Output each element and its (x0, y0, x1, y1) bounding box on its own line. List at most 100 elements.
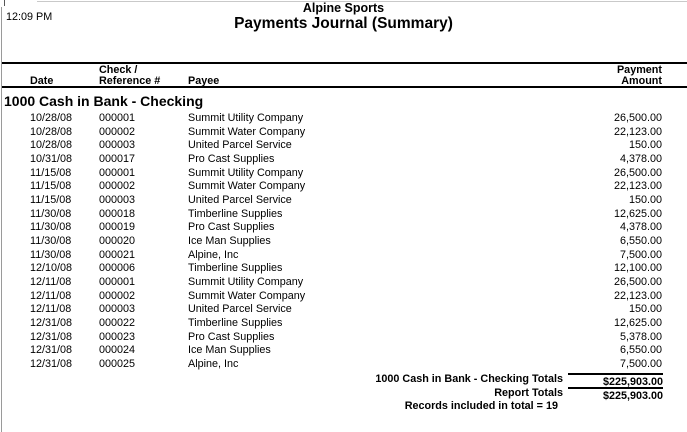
cell-date: 12/31/08 (30, 344, 73, 357)
journal-row: 10/28/08 000001 Summit Utility Company 26,5… (0, 112, 687, 126)
report-time: 12:09 PM (6, 11, 53, 23)
account-section-header: 1000 Cash in Bank - Checking (4, 93, 204, 109)
cell-reference: 000024 (99, 344, 136, 357)
cell-date: 11/30/08 (30, 221, 72, 234)
cell-payee: Ice Man Supplies (188, 344, 271, 357)
cell-amount: 7,500.00 (619, 358, 662, 371)
cell-payee: Summit Utility Company (188, 166, 304, 179)
cell-payee: Summit Water Company (188, 289, 306, 302)
cell-date: 11/30/08 (30, 207, 72, 220)
journal-row: 12/31/08 000025 Alpine, Inc 7,500.00 (0, 358, 687, 372)
cell-date: 12/31/08 (30, 358, 73, 371)
col-header-date-spacer (30, 65, 99, 76)
report-totals-amount: $225,903.00 (568, 386, 663, 402)
cell-reference: 000003 (99, 194, 136, 207)
cell-payee: Timberline Supplies (188, 207, 283, 220)
cell-amount: 12,625.00 (613, 317, 662, 330)
cell-date: 11/30/08 (30, 235, 72, 248)
cell-payee: Summit Water Company (188, 125, 306, 138)
journal-row: 12/10/08 000006 Timberline Supplies 12,100.… (0, 262, 687, 276)
cell-payee: Ice Man Supplies (188, 235, 271, 248)
report-totals-label: Report Totals (494, 386, 563, 399)
cell-amount: 22,123.00 (613, 289, 662, 302)
section-totals-row: 1000 Cash in Bank - Checking Totals $225… (2, 372, 663, 388)
cell-amount: 26,500.00 (613, 276, 662, 289)
cell-reference: 000023 (99, 330, 136, 343)
journal-row: 12/11/08 000003 United Parcel Service 150.0… (0, 303, 687, 317)
journal-row: 11/15/08 000002 Summit Water Company 22,123… (0, 180, 687, 194)
cell-reference: 000018 (99, 207, 136, 220)
column-header-line-2: Date Reference # Payee Amount (2, 74, 687, 87)
cell-reference: 000021 (99, 248, 136, 261)
journal-row: 11/30/08 000018 Timberline Supplies 12,625.… (0, 208, 687, 222)
cell-payee: Timberline Supplies (188, 262, 283, 275)
cell-reference: 000001 (99, 276, 136, 289)
cell-amount: 26,500.00 (613, 166, 662, 179)
col-header-payee-spacer (188, 65, 470, 76)
journal-row: 11/15/08 000001 Summit Utility Company 26,5… (0, 167, 687, 181)
cell-date: 11/15/08 (30, 194, 72, 207)
cell-reference: 000001 (99, 166, 136, 179)
col-header-date: Date (30, 74, 54, 87)
cell-reference: 000002 (99, 180, 136, 193)
journal-row: 12/11/08 000002 Summit Water Company 22,123… (0, 290, 687, 304)
section-totals-label: 1000 Cash in Bank - Checking Totals (375, 372, 563, 385)
col-header-payee: Payee (188, 74, 220, 87)
cell-date: 11/30/08 (30, 248, 72, 261)
cell-reference: 000003 (99, 139, 136, 152)
cell-payee: Summit Utility Company (188, 276, 304, 289)
cell-reference: 000006 (99, 262, 136, 275)
cell-date: 10/28/08 (30, 139, 73, 152)
cell-payee: Pro Cast Supplies (188, 153, 275, 166)
cell-amount: 6,550.00 (619, 235, 662, 248)
column-header-band: Check / Payment Date Reference # Payee A… (2, 62, 687, 88)
journal-row: 11/30/08 000021 Alpine, Inc 7,500.00 (0, 249, 687, 263)
cell-date: 10/31/08 (30, 153, 73, 166)
cell-date: 12/11/08 (30, 289, 72, 302)
cell-amount: 12,625.00 (613, 207, 662, 220)
cell-amount: 26,500.00 (613, 112, 662, 124)
cell-amount: 4,378.00 (619, 221, 662, 234)
cell-date: 12/31/08 (30, 330, 73, 343)
cell-payee: Pro Cast Supplies (188, 221, 275, 234)
cell-payee: United Parcel Service (188, 194, 292, 207)
cell-payee: Alpine, Inc (188, 248, 239, 261)
col-header-amount: Amount (621, 74, 662, 87)
cell-date: 11/15/08 (30, 180, 72, 193)
journal-rows: 10/28/08 000001 Summit Utility Company 26,5… (0, 112, 687, 372)
cell-reference: 000019 (99, 221, 136, 234)
cell-date: 10/28/08 (30, 125, 73, 138)
report-totals-row: Report Totals $225,903.00 (2, 386, 663, 402)
col-header-reference: Reference # (99, 74, 161, 87)
cell-amount: 150.00 (628, 303, 662, 316)
journal-row: 12/31/08 000024 Ice Man Supplies 6,550.00 (0, 344, 687, 358)
records-count-note: Records included in total = 19 (404, 400, 558, 412)
cell-date: 11/15/08 (30, 166, 72, 179)
col-header-check-top: Check / (99, 64, 138, 76)
cell-amount: 150.00 (628, 139, 662, 152)
col-header-payment-top: Payment (616, 64, 662, 76)
cell-payee: Alpine, Inc (188, 358, 239, 371)
cell-amount: 22,123.00 (613, 180, 662, 193)
cell-date: 12/11/08 (30, 276, 72, 289)
cell-payee: Pro Cast Supplies (188, 330, 275, 343)
cell-reference: 000002 (99, 125, 136, 138)
section-totals-amount: $225,903.00 (568, 372, 663, 388)
cell-reference: 000017 (99, 153, 136, 166)
cell-amount: 12,100.00 (613, 262, 662, 275)
cell-payee: Summit Water Company (188, 180, 306, 193)
cell-date: 12/31/08 (30, 317, 73, 330)
cell-amount: 150.00 (628, 194, 662, 207)
company-name: Alpine Sports (302, 1, 385, 15)
cell-payee: United Parcel Service (188, 139, 292, 152)
journal-row: 10/31/08 000017 Pro Cast Supplies 4,378.00 (0, 153, 687, 167)
cell-date: 10/28/08 (30, 112, 73, 124)
cell-amount: 7,500.00 (619, 248, 662, 261)
journal-row: 11/15/08 000003 United Parcel Service 150.0… (0, 194, 687, 208)
journal-row: 11/30/08 000019 Pro Cast Supplies 4,378.00 (0, 221, 687, 235)
cell-amount: 22,123.00 (613, 125, 662, 138)
page-edge-tick (4, 0, 5, 6)
journal-row: 11/30/08 000020 Ice Man Supplies 6,550.00 (0, 235, 687, 249)
page-edge-top-line (37, 1, 687, 2)
